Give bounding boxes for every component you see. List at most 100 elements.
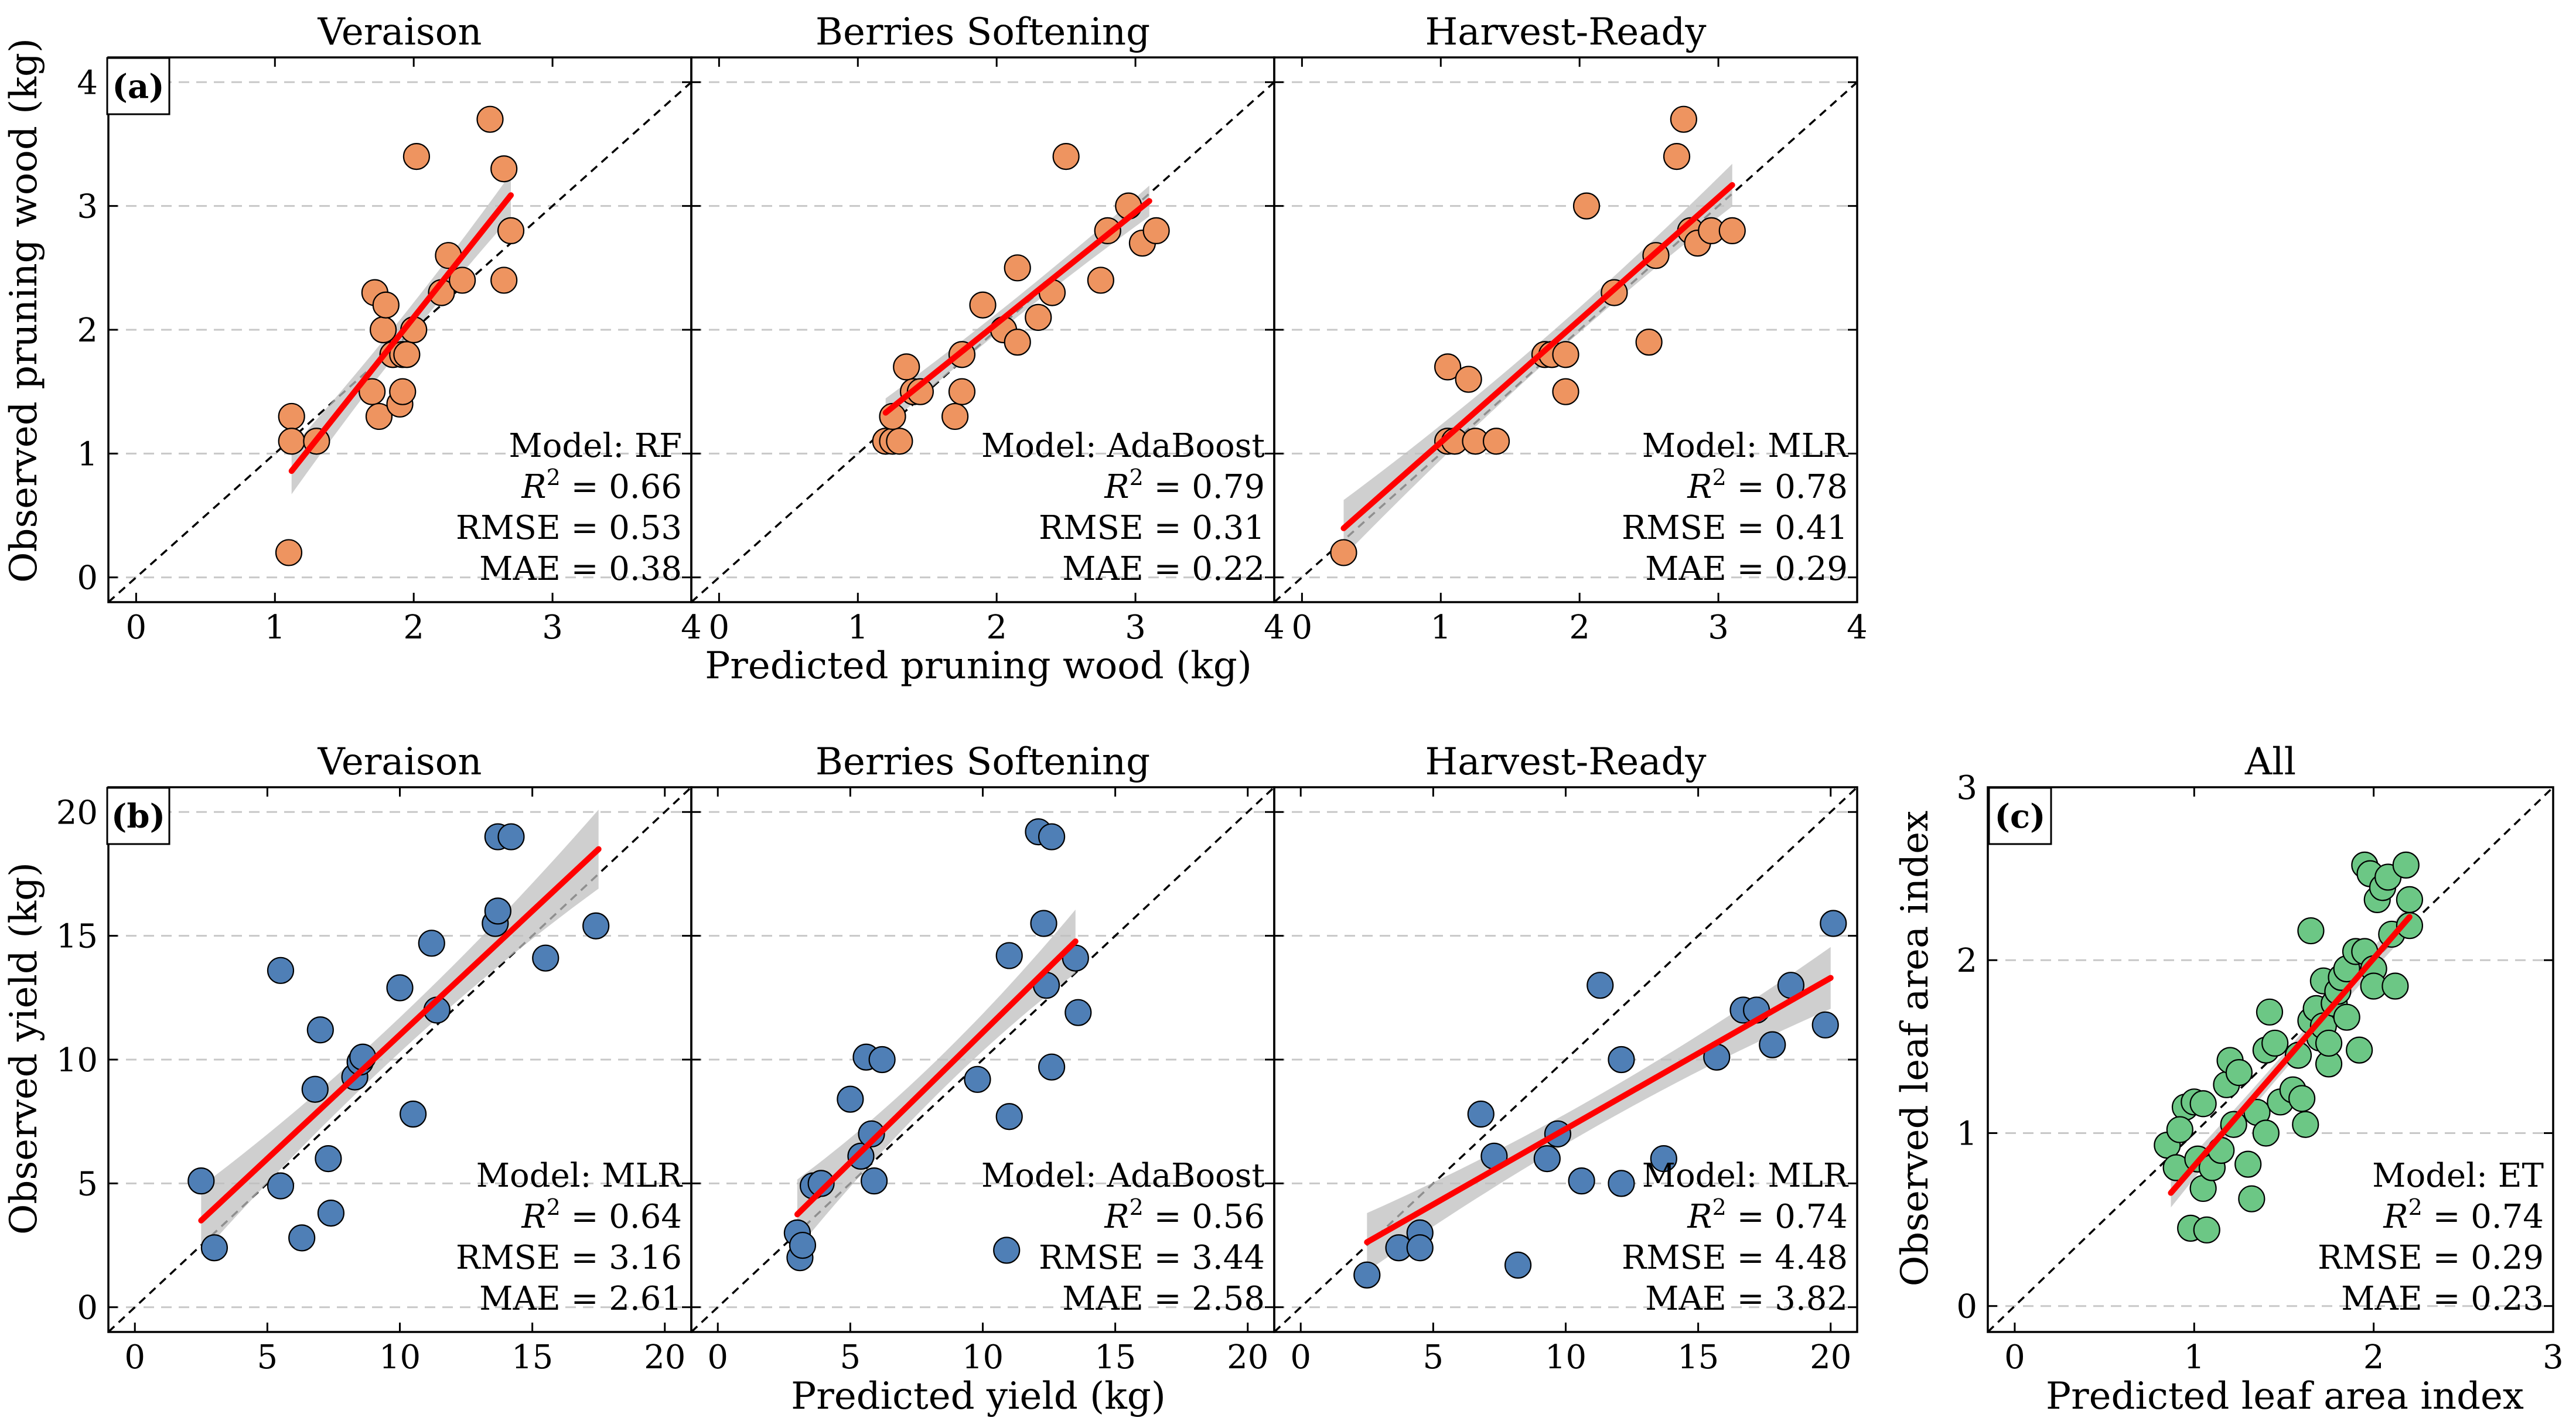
- data-point: [1038, 1053, 1066, 1081]
- data-point: [886, 428, 913, 455]
- data-point: [497, 823, 525, 850]
- data-point: [2297, 917, 2325, 945]
- x-tick-label: 4: [681, 609, 702, 647]
- r2-label: R2 = 0.78: [1687, 464, 1848, 506]
- data-point: [402, 142, 431, 170]
- data-point: [2333, 1003, 2360, 1031]
- x-tick-label: 4: [1264, 609, 1285, 647]
- y-tick-label: 0: [77, 559, 98, 597]
- data-point: [306, 1016, 334, 1044]
- y-tick-label: 20: [56, 794, 98, 832]
- data-point: [2189, 1090, 2217, 1118]
- row-b-y-axis-label: Observed yield (kg): [2, 862, 46, 1235]
- data-point: [2234, 1150, 2262, 1178]
- data-point: [386, 974, 414, 1002]
- y-tick-label: 1: [1956, 1115, 1977, 1153]
- x-tick-label: 0: [124, 1338, 145, 1376]
- data-point: [317, 1199, 345, 1227]
- r2-label: R2 = 0.74: [2383, 1194, 2544, 1236]
- x-tick-label: 20: [644, 1338, 685, 1376]
- data-point: [359, 378, 386, 405]
- y-tick-label: 3: [1956, 769, 1977, 807]
- data-point: [1064, 999, 1092, 1026]
- data-point: [2396, 912, 2424, 940]
- model-label: Model: ET: [2372, 1157, 2544, 1195]
- data-point: [858, 1120, 885, 1147]
- x-tick-label: 10: [379, 1338, 421, 1376]
- model-label: Model: AdaBoost: [981, 427, 1265, 465]
- data-point: [2256, 998, 2284, 1026]
- data-point: [2381, 972, 2409, 1000]
- data-point: [964, 1065, 991, 1093]
- data-point: [400, 1100, 427, 1128]
- data-point: [2292, 1111, 2319, 1138]
- data-point: [2238, 1185, 2265, 1212]
- x-tick-label: 10: [1545, 1338, 1586, 1376]
- plot-area: [691, 80, 1274, 602]
- plot-area: [1274, 787, 1857, 1332]
- data-point: [267, 957, 295, 984]
- data-point: [1759, 1031, 1786, 1058]
- panel-title: Berries Softening: [816, 740, 1150, 784]
- data-point: [582, 912, 610, 940]
- data-point: [2166, 1116, 2193, 1143]
- data-point: [1025, 303, 1052, 331]
- data-point: [1552, 378, 1579, 405]
- data-point: [1586, 972, 1614, 999]
- x-tick-label: 15: [1094, 1338, 1136, 1376]
- panel-title: Veraison: [317, 11, 482, 54]
- data-point: [995, 1103, 1023, 1130]
- model-label: Model: AdaBoost: [981, 1157, 1265, 1195]
- panel-title: All: [2244, 740, 2296, 784]
- plot-area: [1988, 787, 2553, 1332]
- data-point: [275, 539, 303, 566]
- panel-c-y-axis-label: Observed leaf area index: [1893, 811, 1937, 1286]
- data-point: [1650, 1145, 1677, 1173]
- rmse-label: RMSE = 3.16: [456, 1239, 682, 1277]
- rmse-label: RMSE = 0.29: [2318, 1239, 2544, 1277]
- regression-line: [198, 846, 602, 1224]
- plot-area: [1274, 80, 1857, 602]
- data-point: [868, 1046, 896, 1074]
- data-point: [1087, 267, 1114, 294]
- y-tick-label: 3: [77, 188, 98, 226]
- x-tick-label: 0: [1292, 609, 1313, 647]
- data-point: [1052, 142, 1080, 170]
- data-point: [1406, 1234, 1434, 1262]
- model-label: Model: RF: [509, 427, 682, 465]
- data-point: [315, 1145, 342, 1173]
- rmse-label: RMSE = 0.31: [1039, 509, 1265, 547]
- data-point: [497, 217, 525, 245]
- data-point: [288, 1224, 316, 1252]
- model-label: Model: MLR: [1642, 1157, 1849, 1195]
- data-point: [995, 942, 1023, 969]
- data-point: [187, 1167, 215, 1195]
- data-point: [2193, 1216, 2220, 1244]
- data-point: [476, 105, 504, 133]
- data-point: [1330, 539, 1357, 566]
- x-tick-label: 3: [1708, 609, 1729, 647]
- data-point: [301, 1075, 329, 1103]
- data-point: [1038, 823, 1066, 850]
- x-tick-label: 0: [2004, 1338, 2025, 1376]
- plot-area: [108, 787, 691, 1332]
- data-point: [1482, 428, 1510, 455]
- x-tick-label: 2: [1569, 609, 1590, 647]
- data-point: [1467, 1100, 1495, 1128]
- x-tick-label: 1: [847, 609, 868, 647]
- x-tick-label: 5: [257, 1338, 278, 1376]
- x-tick-label: 20: [1227, 1338, 1268, 1376]
- panel-b-berries-softening: 0 5 10 15 20 Berries Softening Model: AdaBoost…: [690, 740, 1275, 1376]
- y-tick-label: 0: [1956, 1288, 1977, 1326]
- r2-label: R2 = 0.79: [1104, 464, 1265, 506]
- x-tick-label: 4: [1847, 609, 1868, 647]
- panel-title: Veraison: [317, 740, 482, 784]
- data-point: [449, 267, 476, 294]
- data-point: [1670, 105, 1697, 133]
- x-tick-label: 2: [2363, 1338, 2384, 1376]
- panel-c-label: (c): [1994, 797, 2045, 836]
- mae-label: MAE = 2.58: [1062, 1280, 1265, 1318]
- data-point: [1572, 192, 1601, 220]
